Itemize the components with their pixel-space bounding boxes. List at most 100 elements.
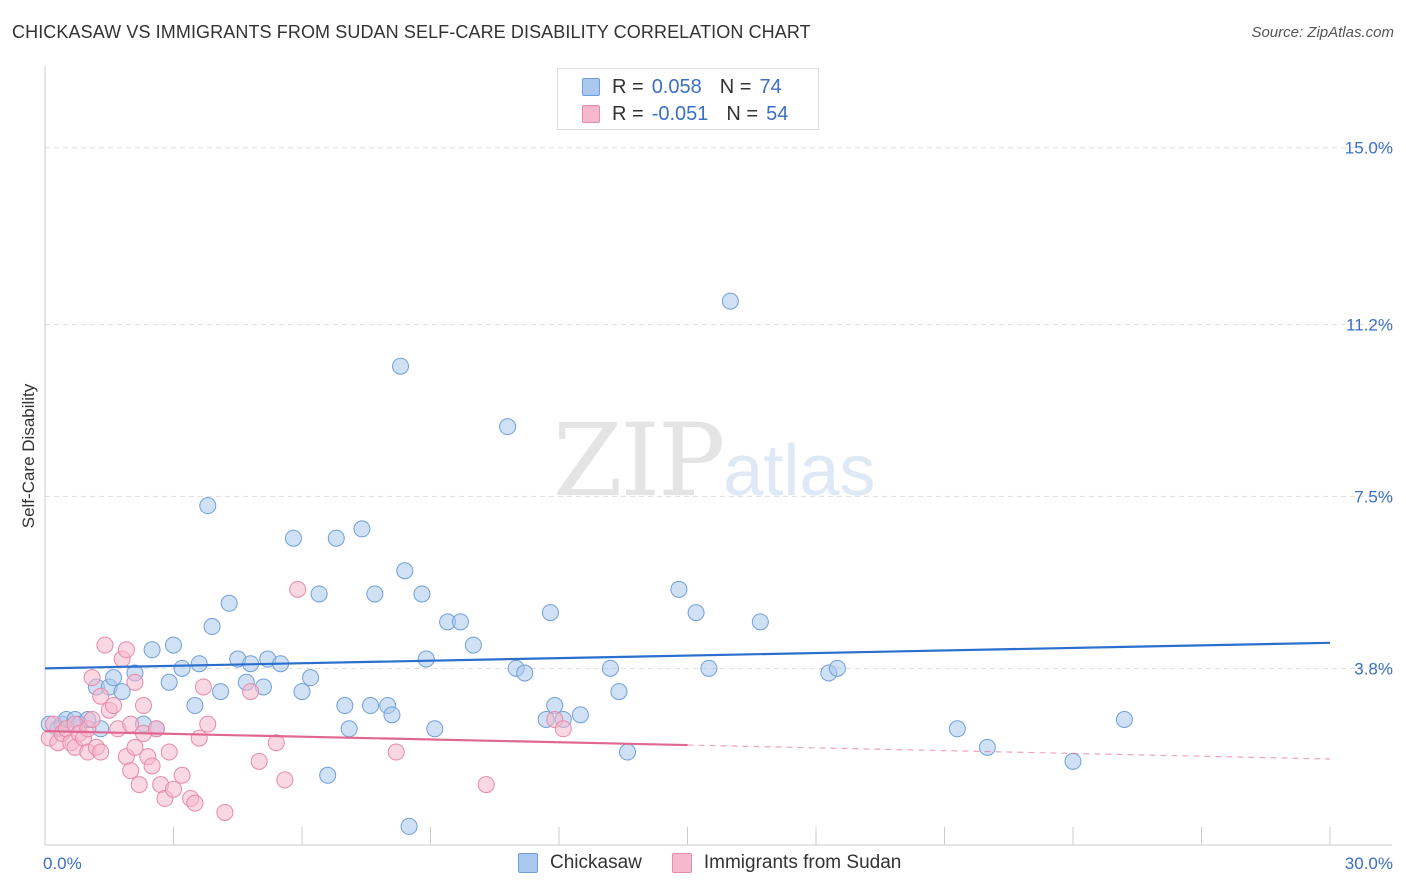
chickasaw-point: [366, 585, 384, 603]
chickasaw-point: [413, 585, 431, 603]
chickasaw-point: [284, 529, 302, 547]
sudan-point: [250, 752, 268, 770]
chickasaw-point: [948, 720, 966, 738]
sudan-point: [387, 743, 405, 761]
sudan-point: [554, 720, 572, 738]
sudan-point: [105, 697, 123, 715]
chickasaw-point: [751, 613, 769, 631]
chickasaw-point: [619, 743, 637, 761]
sudan-point: [83, 710, 101, 728]
y-tick-label: 15.0%: [1345, 139, 1393, 158]
chickasaw-point: [670, 580, 688, 598]
y-tick-label: 11.2%: [1346, 315, 1393, 334]
chickasaw-point: [362, 697, 380, 715]
y-tick-label: 3.8%: [1354, 659, 1393, 678]
sudan-point: [126, 738, 144, 756]
legend-label-chickasaw: Chickasaw: [550, 852, 642, 873]
chickasaw-point: [383, 706, 401, 724]
chickasaw-point: [190, 655, 208, 673]
sudan-point: [83, 669, 101, 687]
sudan-point: [267, 734, 285, 752]
chickasaw-point: [340, 720, 358, 738]
sudan-point: [96, 636, 114, 654]
sudan-point: [199, 715, 217, 733]
sudan-point: [190, 729, 208, 747]
chickasaw-point: [541, 604, 559, 622]
watermark-atlas: atlas: [723, 431, 876, 511]
chickasaw-point: [978, 738, 996, 756]
sudan-point: [165, 780, 182, 798]
chickasaw-point: [426, 720, 444, 738]
sudan-point: [160, 743, 178, 761]
sudan-point: [194, 678, 212, 696]
legend-label-sudan: Immigrants from Sudan: [703, 852, 902, 873]
legend-r-value: 0.058: [651, 75, 702, 98]
sudan-trendline-extrapolated: [687, 744, 1331, 760]
chickasaw-point: [302, 669, 320, 687]
x-tick-label: 0.0%: [43, 854, 82, 873]
legend-n-label: N =: [719, 75, 752, 98]
chickasaw-point: [113, 683, 131, 701]
chickasaw-trendline: [44, 641, 1331, 670]
watermark-zip: ZIP: [553, 402, 725, 519]
legend-r-value: -0.051: [651, 102, 709, 125]
sudan-point: [92, 687, 110, 705]
chickasaw-point: [571, 706, 589, 724]
chickasaw-point: [212, 683, 230, 701]
chickasaw-point: [220, 594, 238, 612]
y-axis-label: Self-Care Disability: [19, 383, 38, 528]
chickasaw-point: [828, 659, 846, 677]
chickasaw-point: [319, 766, 337, 784]
chickasaw-point: [336, 697, 354, 715]
chickasaw-point: [310, 585, 328, 603]
legend-swatch-blue: [582, 78, 600, 96]
chickasaw-point: [160, 673, 178, 691]
legend-item-chickasaw: Chickasaw: [518, 852, 642, 874]
chickasaw-point: [1115, 710, 1133, 728]
sudan-point: [276, 771, 294, 789]
sudan-point: [135, 697, 153, 715]
sudan-point: [173, 766, 191, 784]
chickasaw-point: [199, 497, 217, 515]
chickasaw-point: [186, 697, 204, 715]
chickasaw-point: [396, 562, 414, 580]
legend-row-chickasaw: R = 0.058 N = 74: [582, 74, 782, 100]
correlation-legend: R = 0.058 N = 74 R = -0.051 N = 54: [557, 68, 819, 130]
chickasaw-point: [105, 669, 123, 687]
sudan-point: [289, 580, 307, 598]
chickasaw-point: [353, 520, 371, 538]
watermark: ZIPatlas: [553, 402, 875, 519]
sudan-point: [477, 776, 495, 794]
chickasaw-point: [601, 659, 619, 677]
legend-n-value: 74: [759, 75, 782, 98]
sudan-point: [242, 683, 260, 701]
chickasaw-point: [610, 683, 628, 701]
sudan-point: [130, 776, 148, 794]
sudan-point: [122, 762, 140, 780]
sudan-point: [216, 803, 234, 821]
chickasaw-point: [1064, 752, 1082, 770]
chickasaw-point: [143, 641, 161, 659]
chart-title: CHICKASAW VS IMMIGRANTS FROM SUDAN SELF-…: [12, 22, 811, 42]
x-tick-label: 30.0%: [1345, 854, 1393, 873]
chickasaw-point: [327, 529, 345, 547]
legend-swatch-pink: [671, 853, 692, 873]
legend-n-label: N =: [726, 102, 759, 125]
sudan-point: [117, 641, 135, 659]
sudan-point: [143, 757, 161, 775]
chickasaw-point: [392, 357, 410, 375]
y-tick-label: 7.5%: [1354, 487, 1393, 506]
legend-item-sudan: Immigrants from Sudan: [671, 852, 902, 874]
legend-swatch-blue: [518, 853, 538, 873]
chickasaw-point: [687, 604, 705, 622]
series-legend: Chickasaw Immigrants from Sudan: [518, 852, 931, 874]
legend-swatch-pink: [582, 105, 600, 123]
source-label: Source: ZipAtlas.com: [1251, 24, 1394, 41]
legend-r-label: R =: [612, 102, 644, 125]
chickasaw-point: [173, 659, 191, 677]
chickasaw-point: [499, 418, 517, 436]
chickasaw-point: [417, 650, 435, 668]
chickasaw-point: [700, 659, 718, 677]
chickasaw-point: [400, 817, 418, 835]
